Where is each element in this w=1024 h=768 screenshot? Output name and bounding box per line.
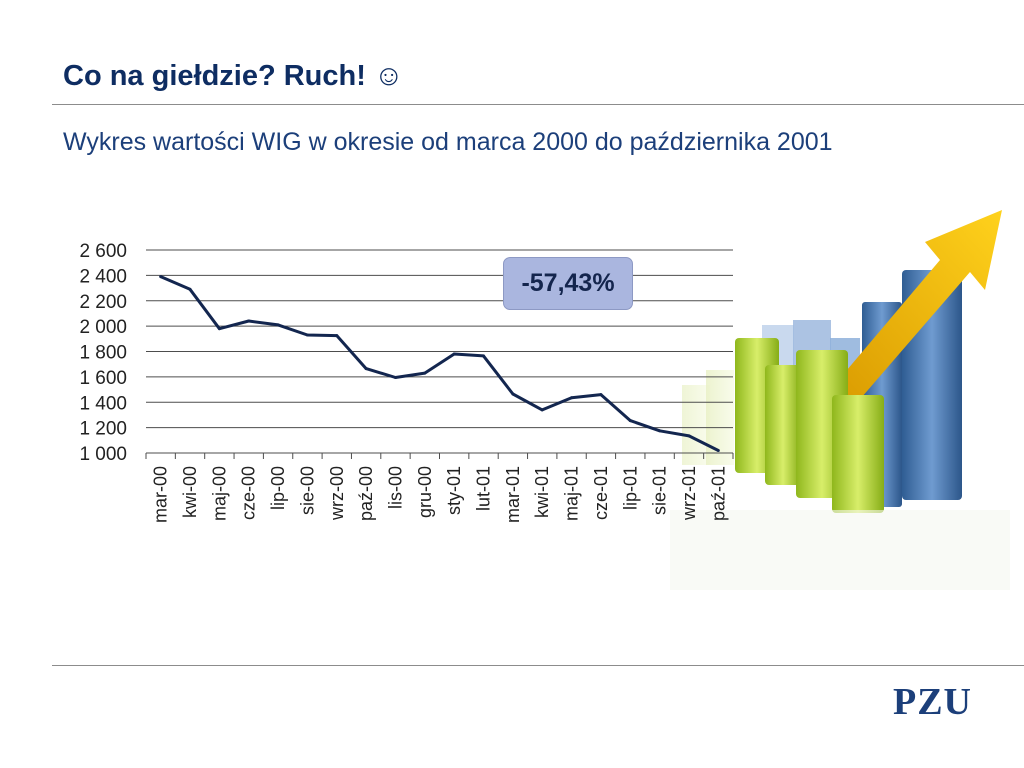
x-tick-label: cze-01 [591,466,611,520]
change-badge: -57,43% [503,257,633,310]
x-tick-label: wrz-00 [327,466,347,521]
data-point [364,367,368,371]
data-point [511,392,515,396]
growth-bar-chart-with-arrow-icon [670,210,1010,590]
data-point [423,371,427,375]
y-tick-label: 1 400 [79,393,127,414]
wig-series-line [160,275,719,452]
data-point [305,333,309,337]
data-point [687,434,691,438]
data-point [540,408,544,412]
y-tick-label: 1 000 [79,444,127,465]
x-tick-label: lip-00 [268,466,288,510]
data-point [658,429,662,433]
data-point [570,396,574,400]
x-tick-label: gru-00 [415,466,435,518]
x-tick-label: mar-01 [503,466,523,523]
data-point [716,448,720,452]
x-tick-label: lut-01 [474,466,494,511]
x-tick-label: sie-00 [297,466,317,515]
data-point [452,352,456,356]
slide-subtitle: Wykres wartości WIG w okresie od marca 2… [63,128,833,156]
y-tick-label: 2 400 [79,266,127,287]
slide-title: Co na giełdzie? Ruch! ☺ [63,60,404,92]
y-tick-label: 1 600 [79,368,127,389]
x-tick-label: paź-01 [708,466,728,521]
data-point [247,319,251,323]
data-point [276,323,280,327]
x-tick-label: kwi-00 [180,466,200,518]
x-tick-label: wrz-01 [679,466,699,521]
x-tick-label: maj-00 [209,466,229,521]
x-tick-label: paź-00 [356,466,376,521]
data-point [628,419,632,423]
y-tick-label: 2 200 [79,292,127,313]
x-tick-label: maj-01 [562,466,582,521]
top-divider [52,104,1024,105]
x-tick-label: lis-00 [385,466,405,509]
y-tick-label: 2 600 [79,241,127,262]
y-tick-label: 2 000 [79,317,127,338]
pzu-logo: PZU [893,681,972,723]
x-tick-label: cze-00 [239,466,259,520]
data-point [393,376,397,380]
x-tick-label: sty-01 [444,466,464,515]
x-tick-label: lip-01 [620,466,640,510]
data-point [482,354,486,358]
x-tick-label: sie-01 [650,466,670,515]
data-point [188,287,192,291]
x-tick-label: mar-00 [151,466,171,523]
bottom-divider [52,665,1024,666]
y-tick-label: 1 800 [79,343,127,364]
x-tick-label: kwi-01 [532,466,552,518]
y-tick-label: 1 200 [79,419,127,440]
data-point [159,275,163,279]
data-point [599,393,603,397]
data-point [335,334,339,338]
data-point [217,327,221,331]
